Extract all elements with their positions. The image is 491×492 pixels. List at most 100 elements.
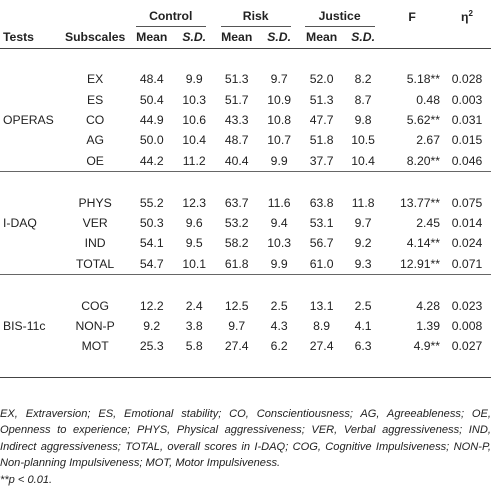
cm-cell: 44.9: [139, 113, 164, 128]
f-cell: 12.91**: [400, 256, 440, 271]
jm-cell: 61.0: [309, 256, 334, 271]
subscale-cell: VER: [82, 216, 108, 231]
jsd-cell: 10.4: [351, 153, 375, 168]
section-spacer: [0, 48, 491, 69]
csd-cell: 12.3: [182, 195, 207, 210]
mean-header: Mean: [136, 30, 168, 45]
header-group-row: Control Risk Justice F η2: [0, 6, 491, 28]
rsd-cell: 11.6: [267, 195, 291, 210]
eta-cell: 0.075: [451, 195, 483, 210]
f-cell: 4.9**: [413, 339, 440, 354]
results-table: Control Risk Justice F η2 Tests Subscale…: [0, 6, 491, 379]
eta-cell: 0.003: [451, 92, 483, 107]
table-row: OE 44.2 11.2 40.4 9.9 37.7 10.4 8.20** 0.046: [0, 151, 491, 172]
table-row: COG 12.2 2.4 12.5 2.5 13.1 2.5 4.28 0.023: [0, 296, 491, 316]
eta-header: η2: [461, 8, 473, 24]
table-row: PHYS 55.2 12.3 63.7 11.6 63.8 11.8 13.77** 0.075: [0, 193, 491, 213]
group-header-control: Control: [135, 6, 206, 28]
jm-cell: 27.4: [309, 339, 334, 354]
csd-cell: 10.1: [182, 256, 207, 271]
subscale-cell: NON-P: [75, 319, 115, 334]
subscale-cell: AG: [86, 133, 104, 148]
rm-cell: 53.2: [224, 216, 249, 231]
rsd-cell: 10.7: [267, 133, 292, 148]
cm-cell: 25.3: [139, 339, 164, 354]
cm-cell: 50.0: [139, 133, 164, 148]
table-row: IND 54.1 9.5 58.2 10.3 56.7 9.2 4.14** 0.024: [0, 233, 491, 253]
eta-cell: 0.024: [451, 236, 483, 251]
eta-cell: 0.015: [451, 133, 483, 148]
csd-cell: 11.2: [182, 153, 206, 168]
eta-cell: 0.008: [451, 319, 483, 334]
csd-cell: 2.4: [185, 298, 203, 313]
jm-cell: 53.1: [309, 216, 334, 231]
table-row: TOTAL 54.7 10.1 61.8 9.9 61.0 9.3 12.91** 0.071: [0, 254, 491, 275]
eta-cell: 0.023: [451, 298, 483, 313]
rsd-cell: 10.9: [267, 92, 292, 107]
rm-cell: 12.5: [224, 298, 249, 313]
csd-cell: 9.5: [185, 236, 203, 251]
rm-cell: 51.3: [224, 72, 249, 87]
f-cell: 4.28: [416, 298, 440, 313]
test-name: BIS-11c: [3, 319, 46, 334]
f-cell: 2.67: [416, 133, 440, 148]
rsd-cell: 10.3: [267, 236, 292, 251]
f-cell: 13.77**: [400, 195, 440, 210]
test-name: I-DAQ: [3, 216, 37, 231]
rm-cell: 51.7: [224, 92, 249, 107]
f-cell: 8.20**: [406, 153, 440, 168]
subscale-cell: MOT: [81, 339, 109, 354]
cm-cell: 9.2: [143, 319, 161, 334]
sd-header: S.D.: [182, 30, 207, 45]
rm-cell: 61.8: [224, 256, 249, 271]
jsd-cell: 6.3: [354, 339, 372, 354]
table-row: ES 50.4 10.3 51.7 10.9 51.3 8.7 0.48 0.003: [0, 90, 491, 110]
f-cell: 2.45: [416, 216, 440, 231]
rm-cell: 63.7: [224, 195, 249, 210]
jm-cell: 63.8: [309, 195, 334, 210]
csd-cell: 3.8: [185, 319, 203, 334]
jm-cell: 52.0: [309, 72, 334, 87]
table-row: I-DAQ VER 50.3 9.6 53.2 9.4 53.1 9.7 2.45 0.014: [0, 213, 491, 233]
cm-cell: 50.3: [139, 216, 164, 231]
eta-cell: 0.046: [451, 153, 483, 168]
jsd-cell: 8.7: [354, 92, 372, 107]
csd-cell: 10.3: [182, 92, 207, 107]
subscale-cell: TOTAL: [76, 256, 115, 271]
table-row: BIS-11c NON-P 9.2 3.8 9.7 4.3 8.9 4.1 1.39 0.008: [0, 316, 491, 336]
eta-cell: 0.014: [451, 216, 483, 231]
table-bottom-rule: [0, 356, 491, 379]
table-row: OPERAS CO 44.9 10.6 43.3 10.8 47.7 9.8 5.62** 0.0…: [0, 110, 491, 130]
eta-cell: 0.027: [451, 339, 483, 354]
cm-cell: 48.4: [139, 72, 164, 87]
subscale-cell: IND: [84, 236, 106, 251]
jm-cell: 8.9: [313, 319, 331, 334]
jm-cell: 37.7: [309, 153, 334, 168]
f-cell: 4.14**: [406, 236, 440, 251]
eta-cell: 0.031: [451, 113, 483, 128]
rm-cell: 43.3: [224, 113, 249, 128]
rm-cell: 9.7: [228, 319, 246, 334]
subscale-cell: EX: [86, 72, 104, 87]
rsd-cell: 10.8: [267, 113, 292, 128]
rsd-cell: 4.3: [270, 319, 288, 334]
f-cell: 5.62**: [406, 113, 440, 128]
subscale-cell: CO: [85, 113, 105, 128]
rm-cell: 48.7: [224, 133, 249, 148]
rsd-cell: 9.9: [270, 153, 288, 168]
rsd-cell: 9.7: [270, 72, 288, 87]
mean-header: Mean: [221, 30, 253, 45]
cm-cell: 54.7: [139, 256, 164, 271]
jm-cell: 13.1: [309, 298, 334, 313]
table-row: MOT 25.3 5.8 27.4 6.2 27.4 6.3 4.9** 0.027: [0, 336, 491, 356]
footnote-significance: **p < 0.01.: [0, 473, 53, 486]
csd-cell: 9.6: [185, 216, 203, 231]
group-header-risk: Risk: [220, 6, 291, 28]
section-spacer: [0, 274, 491, 296]
subscale-cell: COG: [81, 298, 109, 313]
f-header: F: [408, 9, 416, 24]
section-spacer: [0, 171, 491, 193]
csd-cell: 9.9: [185, 72, 203, 87]
subscale-cell: PHYS: [78, 195, 112, 210]
jsd-cell: 9.3: [354, 256, 372, 271]
